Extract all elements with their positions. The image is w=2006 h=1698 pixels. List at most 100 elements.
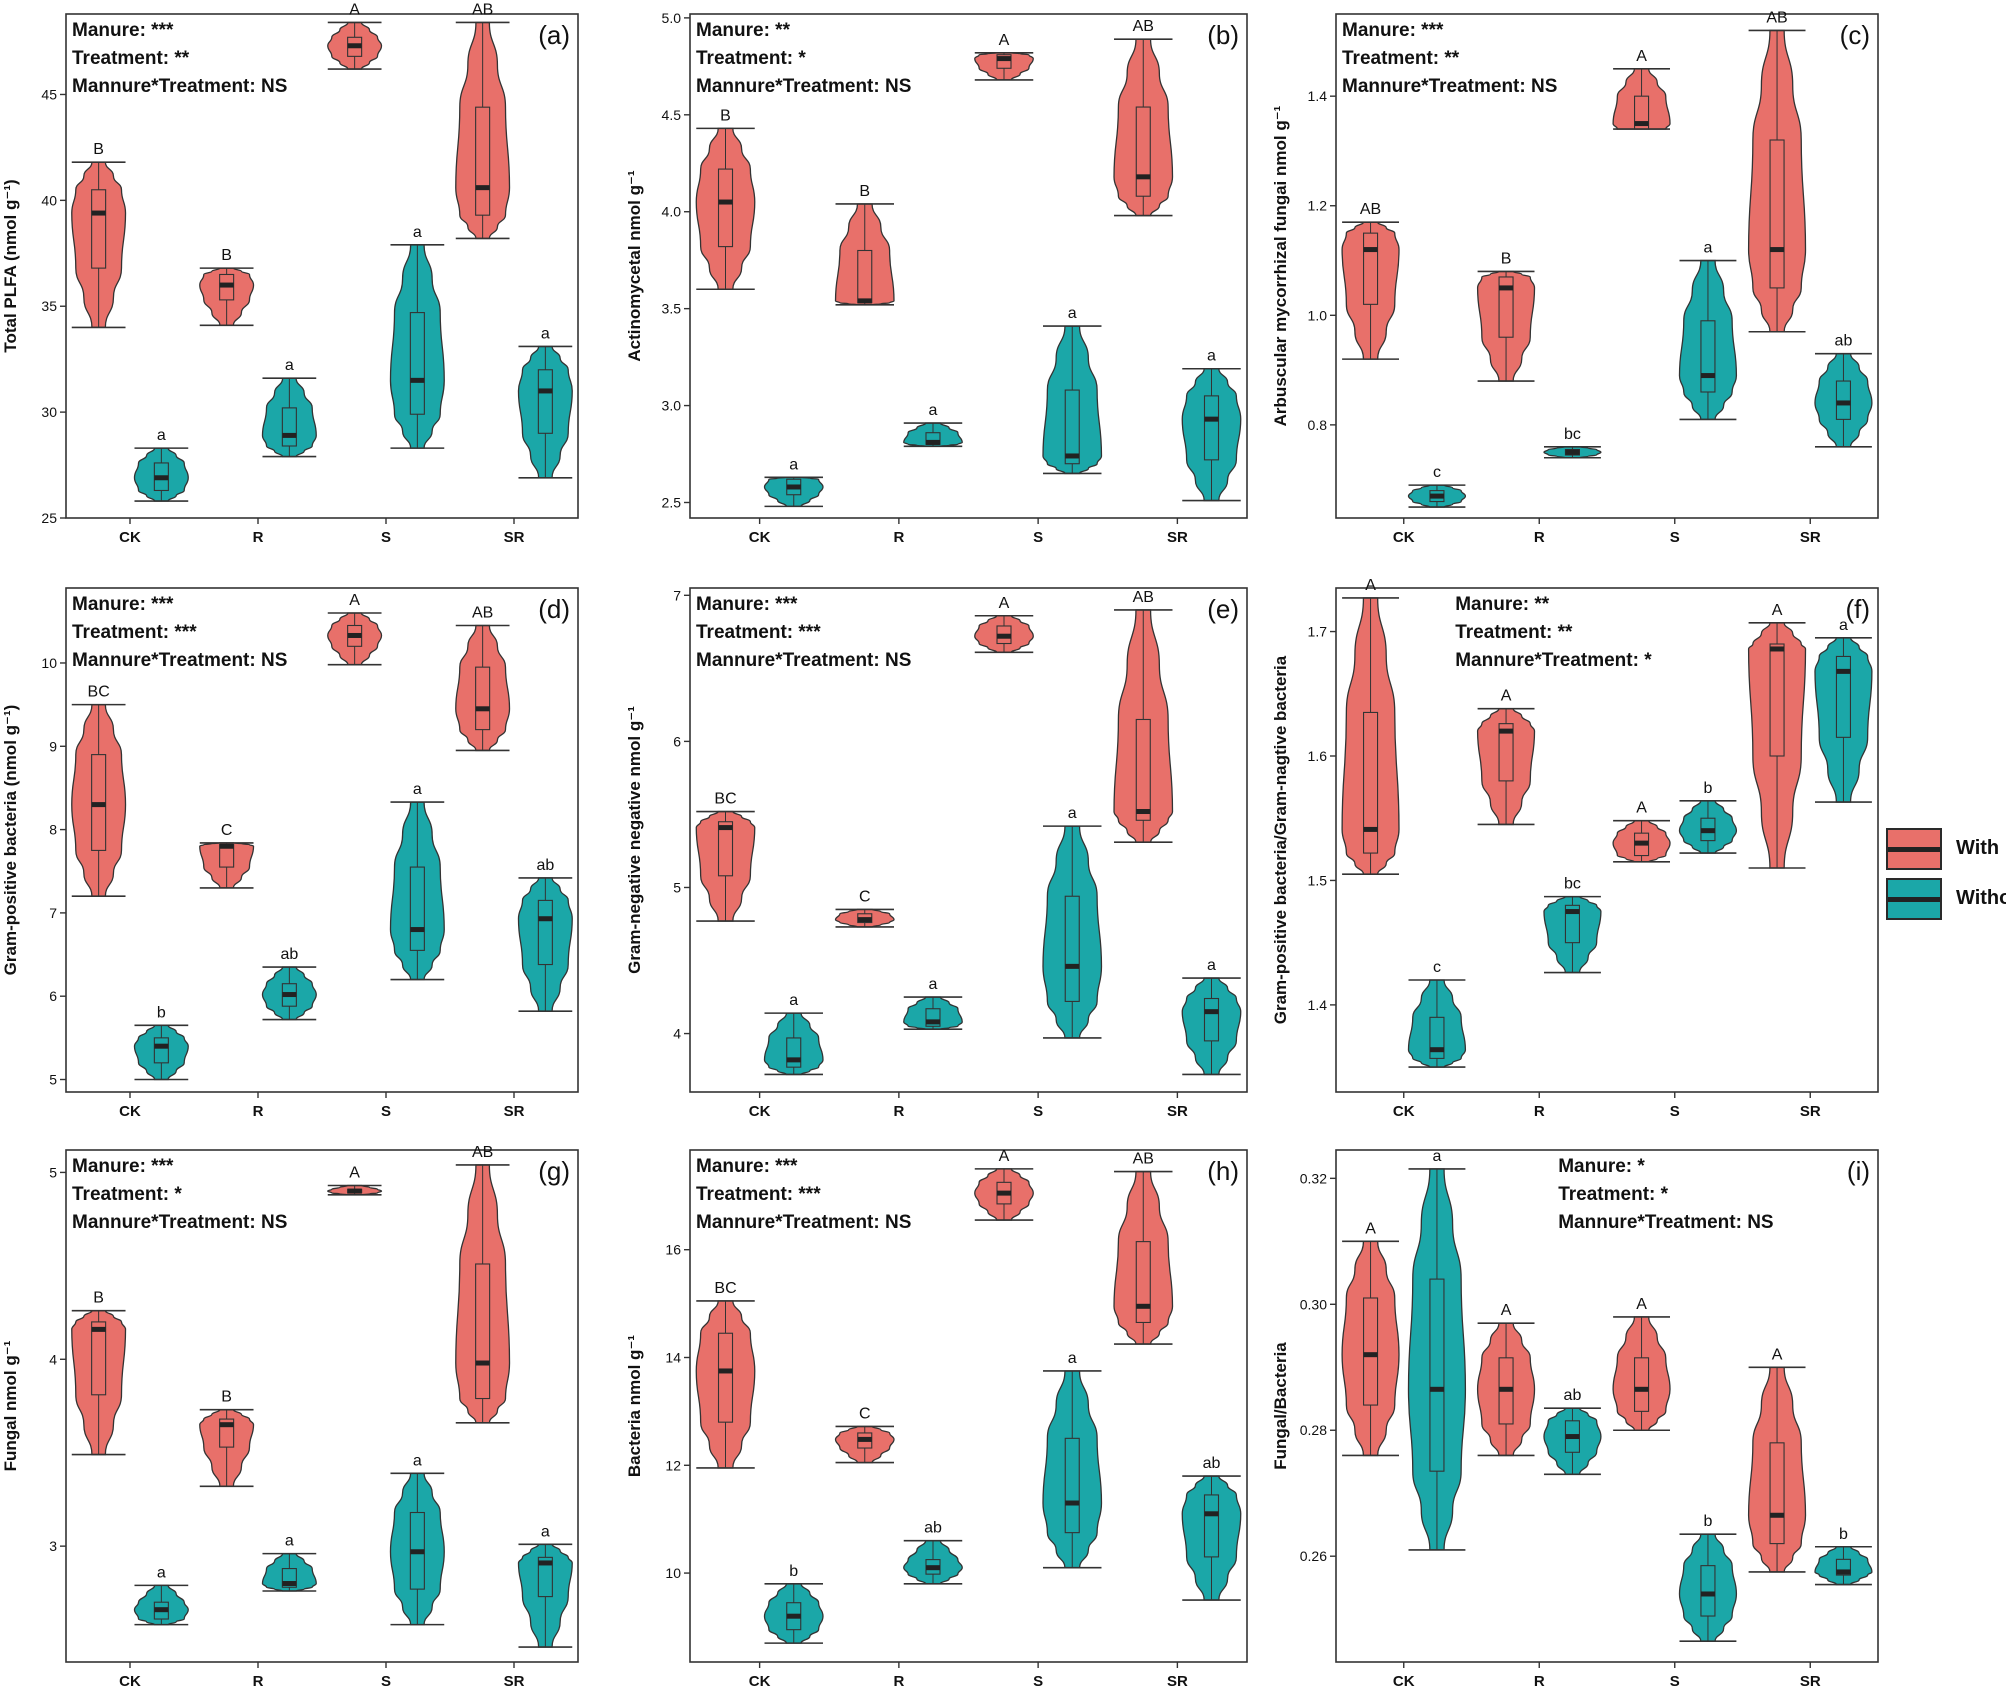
box-iqr bbox=[1835, 655, 1851, 738]
significance-letter: a bbox=[1839, 617, 1848, 634]
violin-without-sr: ab bbox=[1814, 333, 1873, 448]
violin-with-r: B bbox=[834, 183, 895, 306]
violin-without-s: a bbox=[389, 781, 445, 981]
significance-letter: B bbox=[221, 1389, 232, 1406]
violin-with-sr: A bbox=[1747, 602, 1807, 869]
x-tick-label: SR bbox=[504, 529, 525, 546]
violin-with-r: B bbox=[199, 247, 255, 327]
box-median bbox=[718, 825, 733, 831]
x-tick-label: R bbox=[253, 1673, 264, 1690]
box-median bbox=[1204, 1511, 1219, 1517]
box-median bbox=[925, 439, 940, 445]
significance-letter: A bbox=[1636, 1296, 1647, 1313]
box-median bbox=[786, 1057, 801, 1063]
stats-annotation-line: Manure: *** bbox=[696, 1156, 798, 1177]
stats-annotation-line: Treatment: * bbox=[696, 48, 806, 69]
x-tick-label: CK bbox=[749, 529, 771, 546]
significance-letter: A bbox=[999, 595, 1010, 612]
box-median bbox=[410, 1549, 425, 1555]
significance-letter: AB bbox=[1133, 589, 1154, 606]
violin-with-ck: B bbox=[71, 1290, 127, 1456]
violin-with-s: A bbox=[1612, 800, 1671, 863]
box-iqr bbox=[1700, 320, 1716, 393]
violin-without-r: a bbox=[261, 1533, 317, 1592]
significance-letter: AB bbox=[472, 604, 493, 621]
y-tick-label: 40 bbox=[41, 192, 57, 208]
violin-with-sr: AB bbox=[455, 1144, 511, 1424]
y-tick-label: 1.2 bbox=[1308, 198, 1328, 214]
box-iqr bbox=[717, 168, 734, 248]
significance-letter: A bbox=[1636, 800, 1647, 817]
box-median bbox=[410, 377, 425, 383]
y-tick-label: 5.0 bbox=[662, 10, 682, 26]
significance-letter: A bbox=[349, 1, 360, 18]
x-tick-label: R bbox=[893, 1103, 904, 1120]
significance-letter: b bbox=[1703, 1513, 1712, 1530]
y-tick-label: 45 bbox=[41, 86, 57, 102]
y-tick-label: 0.28 bbox=[1300, 1422, 1327, 1438]
violin-without-ck: c bbox=[1407, 959, 1467, 1068]
significance-letter: b bbox=[1839, 1526, 1848, 1543]
box-iqr bbox=[91, 1321, 107, 1396]
box-median bbox=[1499, 285, 1514, 291]
box-median bbox=[154, 1607, 169, 1613]
box-iqr bbox=[1769, 1442, 1785, 1545]
y-axis-label: Fungal nmol g⁻¹ bbox=[1, 1340, 20, 1471]
legend-key-without bbox=[1886, 878, 1942, 920]
y-tick-label: 0.26 bbox=[1300, 1548, 1327, 1564]
violin-with-sr: AB bbox=[1113, 1151, 1174, 1345]
y-axis-label: Gram-negative negative nmol g⁻¹ bbox=[625, 706, 644, 974]
x-tick-label: R bbox=[1534, 1673, 1545, 1690]
box-iqr bbox=[1769, 139, 1785, 289]
box-median bbox=[925, 1019, 940, 1025]
box-iqr bbox=[1429, 1278, 1445, 1472]
significance-letter: a bbox=[413, 1452, 422, 1469]
box-iqr bbox=[717, 821, 734, 877]
significance-letter: bc bbox=[1564, 426, 1581, 443]
significance-letter: a bbox=[541, 1523, 550, 1540]
stats-annotation-line: Manure: * bbox=[1558, 1156, 1645, 1177]
box-iqr bbox=[537, 369, 553, 434]
legend-label-without: Without bbox=[1956, 887, 2006, 909]
violin-with-s: A bbox=[327, 1165, 383, 1196]
significance-letter: BC bbox=[714, 791, 736, 808]
box-iqr bbox=[1498, 276, 1514, 338]
panel-e: 4 5 6 7 Gram-negative negative nmol g⁻¹ CK R S S… bbox=[625, 587, 1248, 1120]
x-tick-label: SR bbox=[1167, 529, 1188, 546]
violin-without-r: a bbox=[903, 976, 963, 1030]
x-tick-label: R bbox=[253, 529, 264, 546]
box-iqr bbox=[1835, 380, 1851, 420]
box-iqr bbox=[1363, 232, 1379, 305]
box-iqr bbox=[1429, 1016, 1445, 1059]
significance-letter: ab bbox=[280, 946, 298, 963]
panel-label: (e) bbox=[1207, 594, 1239, 624]
box-median bbox=[1565, 449, 1580, 455]
box-median bbox=[410, 927, 425, 933]
box-median bbox=[925, 1565, 940, 1571]
y-tick-label: 2.5 bbox=[662, 494, 682, 510]
x-tick-label: S bbox=[1033, 1673, 1043, 1690]
significance-letter: bc bbox=[1564, 876, 1581, 893]
stats-annotation-line: Treatment: ** bbox=[1342, 48, 1460, 69]
violin-with-s: A bbox=[1612, 1296, 1671, 1432]
box-median bbox=[997, 1190, 1012, 1196]
box-median bbox=[857, 1436, 872, 1442]
violin-without-ck: a bbox=[763, 456, 824, 508]
violin-without-r: ab bbox=[261, 946, 317, 1021]
x-tick-label: S bbox=[381, 529, 391, 546]
box-iqr bbox=[1363, 711, 1379, 854]
panel-label: (i) bbox=[1847, 1156, 1870, 1186]
violin-with-sr: AB bbox=[1113, 589, 1174, 843]
stats-annotation-line: Mannure*Treatment: NS bbox=[696, 76, 911, 97]
significance-letter: A bbox=[349, 592, 360, 609]
violin-without-ck: a bbox=[1407, 1148, 1467, 1551]
y-tick-label: 1.4 bbox=[1308, 88, 1328, 104]
box-iqr bbox=[925, 1008, 941, 1027]
significance-letter: a bbox=[541, 325, 550, 342]
y-axis-label: Actinomycetal nmol g⁻¹ bbox=[625, 170, 644, 362]
y-tick-label: 9 bbox=[49, 738, 57, 754]
box-median bbox=[1634, 121, 1649, 127]
x-tick-label: SR bbox=[1167, 1673, 1188, 1690]
x-tick-label: R bbox=[253, 1103, 264, 1120]
